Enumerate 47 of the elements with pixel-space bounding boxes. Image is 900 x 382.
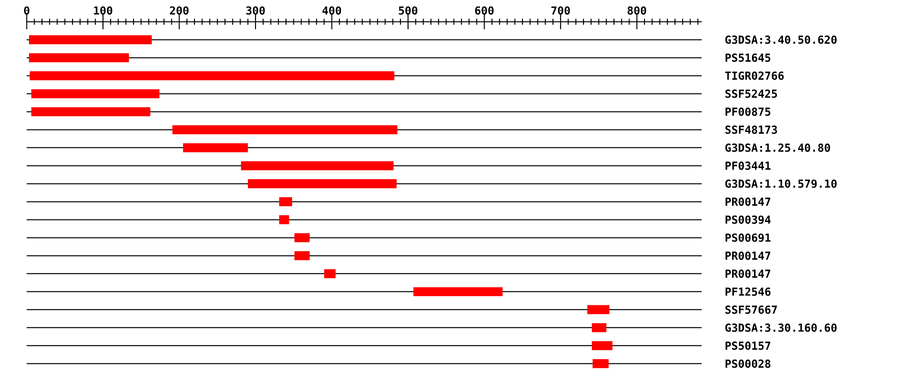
x-tick-label: 700 — [551, 6, 570, 15]
y-tick-label: PF12546 — [726, 288, 770, 296]
bar — [248, 179, 397, 188]
y-tick-label: PR00147 — [726, 252, 770, 260]
bar — [183, 143, 248, 152]
bar — [294, 251, 310, 260]
y-tick-label: PF00875 — [726, 108, 770, 116]
x-tick-label: 800 — [628, 6, 646, 15]
bar — [241, 161, 394, 170]
x-tick-label: 400 — [322, 6, 342, 15]
y-tick-label: G3DSA:1.25.40.80 — [725, 144, 830, 152]
y-tick-label: SSF52425 — [725, 90, 777, 98]
y-tick-label: SSF57667 — [725, 306, 777, 314]
y-tick-label: PS00028 — [726, 360, 770, 368]
y-tick-label: G3DSA:1.10.579.10 — [725, 180, 837, 188]
bar — [279, 215, 290, 224]
y-tick-label: PR00147 — [726, 270, 770, 278]
y-tick-label: G3DSA:3.30.160.60 — [725, 324, 837, 332]
y-tick-label: PS00691 — [726, 234, 771, 242]
x-tick-label: 100 — [94, 6, 112, 15]
bar — [324, 269, 336, 278]
bar — [413, 287, 503, 296]
bar — [587, 305, 610, 314]
bar — [29, 35, 152, 44]
bar — [172, 125, 398, 134]
y-tick-label: TIGR02766 — [725, 72, 784, 80]
y-tick-label: PF03441 — [726, 162, 771, 170]
y-tick-label: PS00394 — [726, 216, 771, 224]
y-tick-label: PS50157 — [726, 342, 770, 350]
x-tick-label: 0 — [24, 6, 30, 15]
y-tick-label: PR00147 — [726, 198, 770, 206]
bar — [31, 107, 150, 116]
x-tick-label: 300 — [246, 6, 265, 15]
x-tick-label: 500 — [398, 6, 418, 15]
x-tick-label: 200 — [170, 6, 189, 15]
bar — [592, 323, 606, 332]
bar — [592, 359, 609, 368]
bar — [279, 197, 292, 206]
x-tick-label: 600 — [475, 6, 494, 15]
bar — [30, 71, 394, 80]
y-tick-label: G3DSA:3.40.50.620 — [725, 36, 837, 44]
y-tick-label: SSF48173 — [725, 126, 777, 134]
y-tick-label: PS51645 — [726, 54, 770, 62]
bar — [294, 233, 310, 242]
bar — [592, 341, 612, 350]
bar — [29, 53, 129, 62]
bar — [31, 89, 160, 98]
